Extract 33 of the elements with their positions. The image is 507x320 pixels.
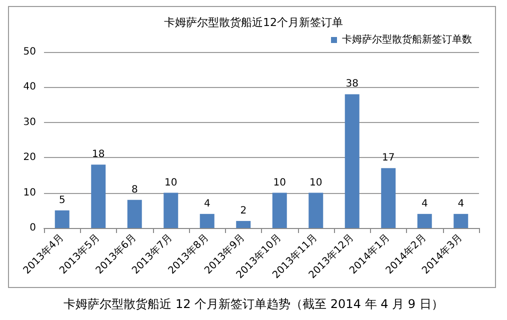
bar — [164, 192, 178, 228]
y-tick-label: 30 — [23, 116, 36, 128]
data-label: 10 — [273, 177, 286, 188]
data-label: 17 — [382, 152, 395, 164]
data-label: 4 — [458, 198, 464, 210]
bar — [236, 220, 251, 228]
y-tick-label: 50 — [23, 46, 36, 58]
y-tick-label: 40 — [23, 82, 36, 93]
text: 卡姆萨尔型散货船近 12 个月新签订单趋势（截至 2014 年 4 月 9 日） — [62, 296, 444, 313]
bar — [127, 200, 142, 228]
bar — [417, 214, 432, 228]
bar — [91, 164, 106, 228]
chart-title: 卡姆萨尔型散货船近12个月新签订单 — [164, 16, 343, 29]
data-label: 4 — [421, 198, 428, 210]
legend-label: 卡姆萨尔型散货船新签订单数 — [342, 34, 472, 46]
data-label: 4 — [204, 198, 210, 210]
data-label: 8 — [131, 184, 138, 196]
data-label: 10 — [164, 177, 178, 188]
bar — [381, 168, 396, 228]
data-label: 18 — [92, 149, 105, 160]
bar — [454, 214, 468, 228]
bar — [200, 214, 214, 228]
bar — [272, 192, 287, 228]
y-tick-label: 0 — [30, 222, 36, 234]
data-label: 10 — [310, 177, 322, 188]
y-tick-label: 20 — [23, 152, 36, 164]
y-tick-label: 10 — [23, 187, 36, 198]
bar — [308, 192, 324, 228]
bar — [54, 210, 70, 228]
data-label: 5 — [58, 194, 66, 206]
data-label: 2 — [240, 205, 247, 216]
bar — [344, 94, 360, 228]
data-label: 38 — [346, 78, 358, 90]
